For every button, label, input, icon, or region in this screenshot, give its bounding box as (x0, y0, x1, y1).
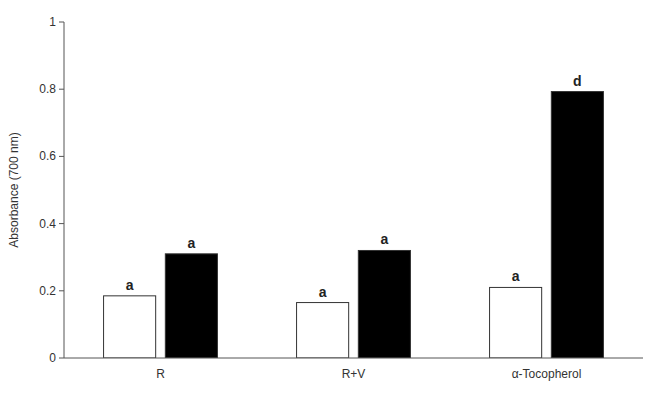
y-tick (59, 22, 64, 23)
y-tick-label: 0.2 (39, 284, 56, 298)
y-tick-label: 0 (49, 351, 56, 365)
annotation: a (380, 231, 388, 247)
chart: a a a a a d 0 0.2 0.4 0.6 0.8 1 R R+V α-Tocopherol Abso… (0, 0, 659, 398)
y-tick-label: 1 (49, 15, 56, 29)
y-tick-label: 0.4 (39, 217, 56, 231)
y-tick (59, 156, 64, 157)
x-axis (64, 358, 643, 359)
annotation: a (126, 277, 134, 293)
x-tick-label: R (156, 367, 165, 381)
annotation: a (512, 268, 520, 284)
y-tick (59, 89, 64, 90)
bars (104, 92, 604, 358)
bar (297, 303, 349, 358)
y-tick (59, 223, 64, 224)
y-tick (59, 358, 64, 359)
x-tick-label: α-Tocopherol (512, 367, 582, 381)
bar (165, 254, 217, 358)
bar (358, 250, 410, 358)
annotation: d (573, 73, 582, 89)
y-axis (64, 22, 65, 358)
bar (551, 92, 603, 358)
bar (490, 287, 542, 358)
y-tick (59, 290, 64, 291)
y-tick-label: 0.8 (39, 82, 56, 96)
annotation: a (319, 284, 327, 300)
annotation: a (187, 235, 195, 251)
y-axis-label: Absorbance (700 nm) (7, 132, 21, 247)
y-tick-label: 0.6 (39, 149, 56, 163)
bar (104, 296, 156, 358)
x-tick-label: R+V (342, 367, 366, 381)
